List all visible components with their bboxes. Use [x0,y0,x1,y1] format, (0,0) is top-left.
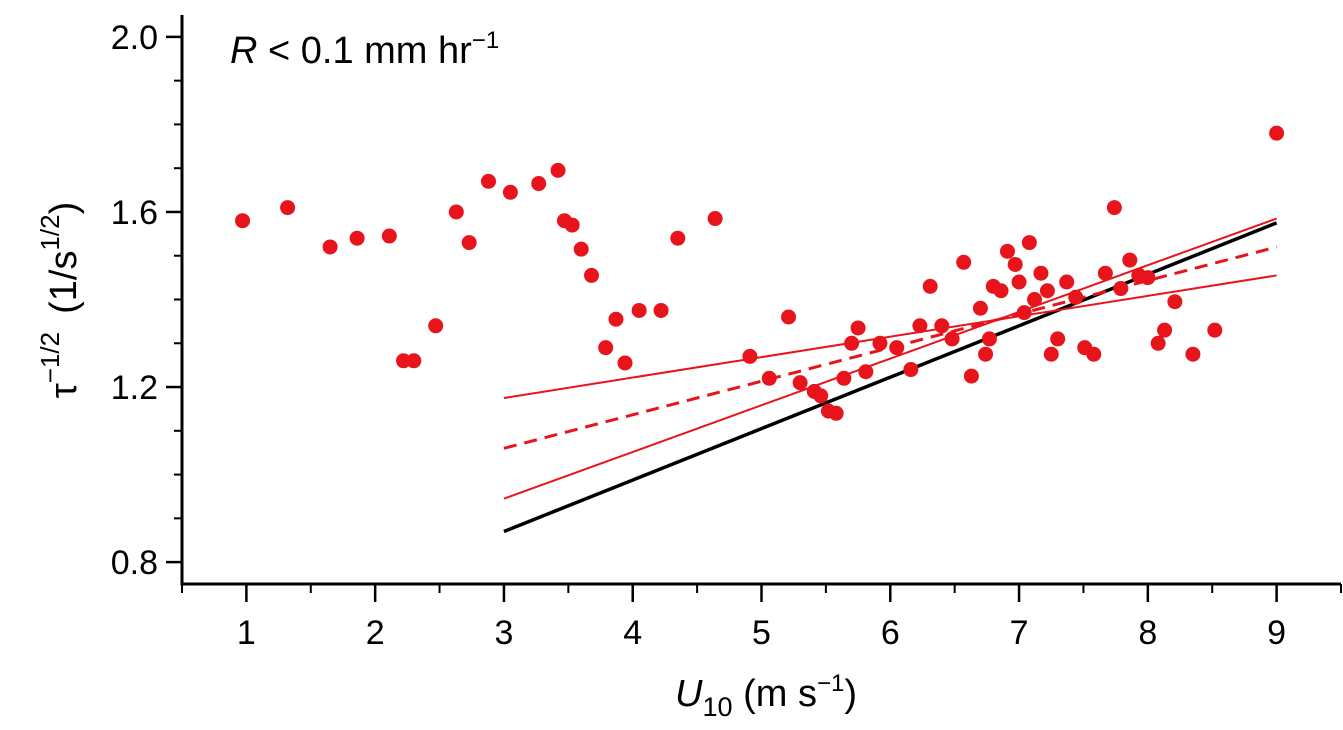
x-tick-label: 3 [494,614,513,652]
data-point [322,239,338,255]
data-point [1150,335,1166,351]
data-point [999,243,1015,259]
data-point [912,318,928,334]
data-point [1050,331,1066,347]
tick-labels: 1 2 3 4 5 6 7 8 9 0.8 1.2 1.6 2.0 [111,19,1286,652]
data-point [280,200,296,216]
data-point [978,346,994,362]
data-point [922,278,938,294]
data-point [1122,252,1138,268]
data-point [934,318,950,334]
data-point [1106,200,1122,216]
axes [166,15,1342,602]
data-point [963,368,979,384]
data-point [1157,322,1173,338]
data-point [828,405,844,421]
data-point [550,162,566,178]
data-point [631,302,647,318]
data-point [670,230,686,246]
x-tick-label: 6 [881,614,900,652]
data-point [872,335,888,351]
y-tick-label: 1.6 [111,194,158,232]
data-point [531,176,547,192]
x-tick-label: 7 [1010,614,1029,652]
data-point [707,211,723,227]
data-point [461,235,477,251]
data-point [742,348,758,364]
data-point [235,213,251,229]
data-point [1086,346,1102,362]
data-point [1113,281,1129,297]
data-point [792,375,808,391]
data-point [956,254,972,270]
data-point [406,353,422,369]
x-tick-label: 1 [237,614,256,652]
data-point [584,267,600,283]
data-point [349,230,365,246]
data-point [1039,283,1055,299]
y-tick-label: 2.0 [111,19,158,57]
data-point [564,217,580,233]
x-tick-label: 9 [1267,614,1286,652]
data-point [903,362,919,378]
x-tick-label: 5 [752,614,771,652]
confidence-line [503,217,1277,500]
data-point [1016,305,1032,321]
data-point [502,184,518,200]
data-point [1068,289,1084,305]
confidence-line [503,274,1277,399]
y-axis-label: τ−1/2(1/s1/2) [35,202,85,399]
data-point [1140,270,1156,286]
data-point [1027,292,1043,307]
data-point [1167,294,1183,310]
data-point [1043,346,1059,362]
data-point [1059,274,1075,290]
data-point [850,320,866,336]
data-point [889,340,905,356]
data-point [972,300,988,316]
data-point [1185,346,1201,362]
x-tick-label: 8 [1138,614,1157,652]
data-point [981,331,997,347]
data-point [993,283,1009,299]
reference-line [503,221,1278,534]
data-point [1011,274,1027,290]
data-point [1207,322,1223,338]
data-point [1269,125,1285,141]
x-axis-label: U10 (m s−1) [675,670,857,722]
data-points [235,125,1285,421]
annotation: R < 0.1 mm hr−1 [230,27,499,72]
x-tick-label: 4 [623,614,642,652]
data-point [781,309,797,325]
data-point [1007,256,1023,272]
data-point [573,241,589,257]
data-point [381,228,397,244]
data-point [858,364,874,380]
data-point [428,318,444,334]
data-point [1097,265,1113,281]
data-point [813,388,829,404]
x-tick-label: 2 [366,614,385,652]
data-point [608,311,624,327]
data-point [1021,235,1037,251]
data-point [480,173,496,189]
data-point [653,302,669,318]
data-point [944,331,960,347]
data-point [395,353,411,369]
data-point [1033,265,1049,281]
data-point [617,355,633,371]
data-point [448,204,464,220]
fit-lines [503,217,1278,534]
data-point [836,370,852,386]
data-point [761,370,777,386]
data-point [598,340,614,356]
data-point [844,335,860,351]
y-tick-label: 0.8 [111,544,158,582]
y-tick-label: 1.2 [111,369,158,407]
